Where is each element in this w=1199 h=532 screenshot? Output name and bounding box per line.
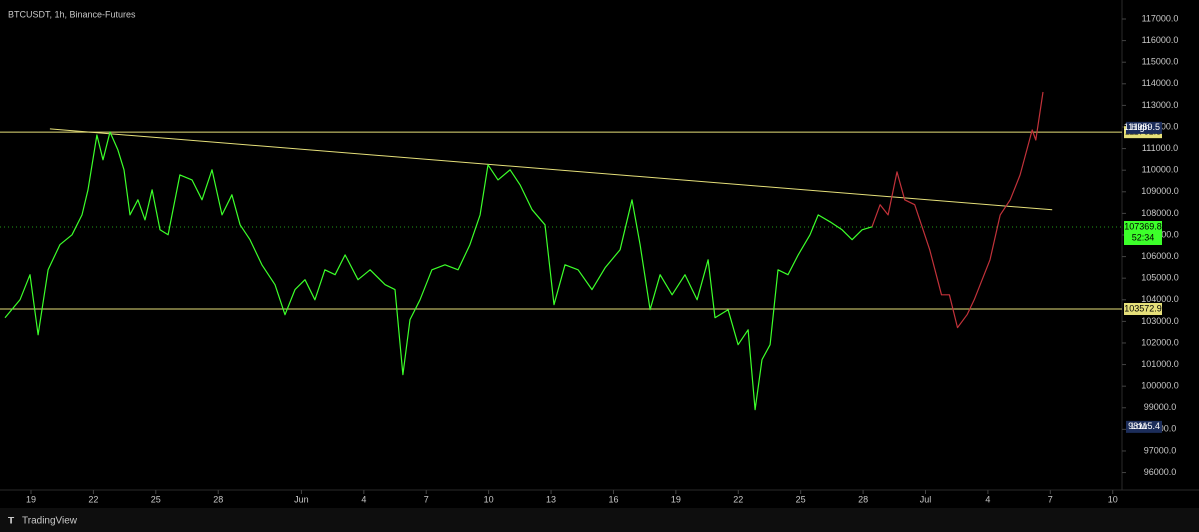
x-tick-label: 25 [151, 494, 161, 504]
x-tick-label: 19 [26, 494, 36, 504]
price-line [4, 131, 873, 411]
footer-bar [0, 508, 1199, 532]
y-tick-label: 109000.0 [1141, 186, 1179, 196]
footer-brand: TradingView [22, 516, 78, 527]
y-tick-label: 111000.0 [1142, 143, 1178, 153]
y-tick-label: 100000.0 [1141, 381, 1179, 391]
y-tick-label: 96000.0 [1144, 467, 1177, 477]
x-tick-label: 28 [213, 494, 223, 504]
x-tick-label: 19 [671, 494, 681, 504]
y-tick-label: 113000.0 [1142, 100, 1179, 110]
x-tick-label: 7 [424, 494, 429, 504]
y-tick-label: 115000.0 [1142, 57, 1179, 67]
x-tick-label: 10 [1108, 494, 1118, 504]
x-tick-label: 7 [1048, 494, 1053, 504]
price-line [871, 91, 1044, 329]
y-tick-label: 101000.0 [1141, 359, 1179, 369]
level-tag [1124, 303, 1162, 316]
x-tick-label: 25 [796, 494, 806, 504]
y-tick-label: 106000.0 [1141, 251, 1179, 261]
x-tick-label: 10 [484, 494, 494, 504]
y-tick-label: 110000.0 [1142, 165, 1179, 175]
countdown: 52:34 [1132, 232, 1155, 242]
chart-title: BTCUSDT, 1h, Binance-Futures [8, 9, 136, 19]
extreme-name: Low [1131, 421, 1148, 431]
current-price-label: 107369.8 [1124, 221, 1162, 231]
current-price-tag [1124, 220, 1162, 245]
y-tick-label: 117000.0 [1142, 13, 1179, 23]
x-tick-label: 13 [546, 494, 556, 504]
logo-mark: 𝗧 [8, 515, 15, 525]
x-tick-label: 22 [733, 494, 743, 504]
x-tick-label: 28 [858, 494, 868, 504]
y-tick-label: 108000.0 [1141, 208, 1179, 218]
extreme-value: 98115.4 [1128, 421, 1160, 431]
y-tick-label: 105000.0 [1141, 273, 1179, 283]
y-tick-label: 116000.0 [1142, 35, 1179, 45]
y-tick-label: 102000.0 [1141, 337, 1179, 347]
x-tick-label: 16 [608, 494, 618, 504]
x-tick-label: Jul [920, 494, 932, 504]
extreme-tag [1126, 420, 1162, 433]
level-label: 103572.9 [1124, 303, 1162, 313]
y-tick-label: 103000.0 [1141, 316, 1179, 326]
x-tick-label: 4 [361, 494, 366, 504]
y-tick-label: 114000.0 [1142, 78, 1179, 88]
trendline [49, 128, 1053, 211]
extreme-value: 111959.5 [1124, 122, 1160, 132]
extreme-name: High [1131, 122, 1150, 132]
y-tick-label: 97000.0 [1144, 445, 1177, 455]
y-tick-label: 99000.0 [1144, 402, 1177, 412]
x-tick-label: Jun [294, 494, 309, 504]
x-tick-label: 4 [985, 494, 990, 504]
y-tick-label: 104000.0 [1141, 294, 1179, 304]
x-tick-label: 22 [88, 494, 98, 504]
extreme-tag [1126, 121, 1162, 134]
